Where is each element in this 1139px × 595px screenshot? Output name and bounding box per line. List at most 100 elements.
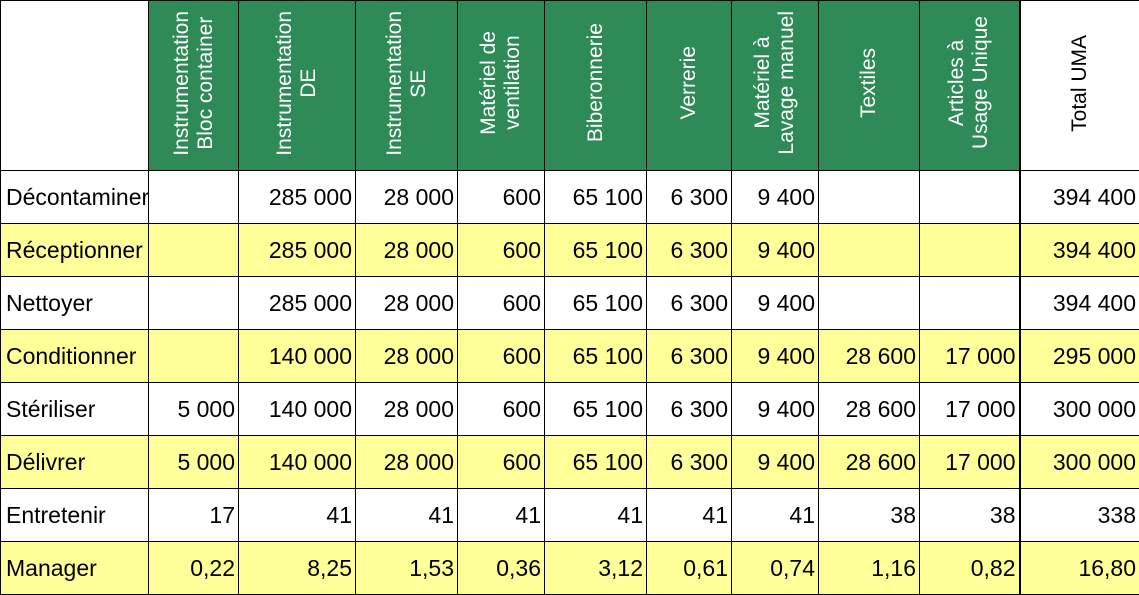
table-cell: 38 [920, 489, 1020, 542]
row-label: Nettoyer [1, 277, 149, 330]
table-cell: 285 000 [239, 277, 356, 330]
header-row: Instrumentation Bloc container Instrumen… [1, 1, 1139, 171]
table-cell: 1,16 [819, 542, 920, 595]
table-cell: 600 [458, 383, 545, 436]
table-cell: 9 400 [732, 224, 819, 277]
table-cell: 285 000 [239, 171, 356, 224]
table-cell: 65 100 [545, 171, 647, 224]
table-cell [920, 171, 1020, 224]
row-label: Entretenir [1, 489, 149, 542]
table-cell: 28 000 [356, 330, 458, 383]
table-cell: 17 [149, 489, 239, 542]
table-cell: 9 400 [732, 383, 819, 436]
table-cell: 140 000 [239, 436, 356, 489]
table-cell: 0,74 [732, 542, 819, 595]
table-cell [149, 277, 239, 330]
table-cell: 65 100 [545, 330, 647, 383]
table-cell [920, 224, 1020, 277]
table-cell: 0,82 [920, 542, 1020, 595]
table-cell: 28 000 [356, 383, 458, 436]
table-cell: 65 100 [545, 436, 647, 489]
table-cell [819, 171, 920, 224]
table-cell [819, 277, 920, 330]
table-cell [819, 224, 920, 277]
table-cell: 6 300 [647, 171, 732, 224]
table-cell: 6 300 [647, 277, 732, 330]
table-cell: 17 000 [920, 436, 1020, 489]
table-cell: 9 400 [732, 277, 819, 330]
table-cell: 41 [239, 489, 356, 542]
column-header: Matériel à Lavage manuel [732, 1, 819, 171]
column-header: Instrumentation DE [239, 1, 356, 171]
corner-cell [1, 1, 149, 171]
table-cell [149, 171, 239, 224]
row-label: Stériliser [1, 383, 149, 436]
total-cell: 295 000 [1020, 330, 1139, 383]
table-cell: 28 600 [819, 383, 920, 436]
total-column-header: Total UMA [1020, 1, 1139, 171]
table-cell: 0,22 [149, 542, 239, 595]
table-cell: 600 [458, 171, 545, 224]
table-cell: 41 [647, 489, 732, 542]
table-cell: 28 000 [356, 277, 458, 330]
table-cell: 41 [356, 489, 458, 542]
table-cell: 17 000 [920, 330, 1020, 383]
row-label: Décontaminer [1, 171, 149, 224]
table-cell: 38 [819, 489, 920, 542]
table-cell: 28 600 [819, 330, 920, 383]
column-header: Instrumentation Bloc container [149, 1, 239, 171]
table-cell: 5 000 [149, 383, 239, 436]
table-cell: 285 000 [239, 224, 356, 277]
table-cell: 600 [458, 330, 545, 383]
total-cell: 300 000 [1020, 436, 1139, 489]
table-cell: 5 000 [149, 436, 239, 489]
table-cell [920, 277, 1020, 330]
column-header: Biberonnerie [545, 1, 647, 171]
table-cell [149, 330, 239, 383]
table-cell: 9 400 [732, 330, 819, 383]
column-header: Textiles [819, 1, 920, 171]
table-cell: 3,12 [545, 542, 647, 595]
table-cell: 41 [458, 489, 545, 542]
row-label: Réceptionner [1, 224, 149, 277]
row-label: Conditionner [1, 330, 149, 383]
table-cell: 0,61 [647, 542, 732, 595]
row-label: Délivrer [1, 436, 149, 489]
table-cell: 6 300 [647, 383, 732, 436]
table-cell: 9 400 [732, 171, 819, 224]
column-header: Instrumentation SE [356, 1, 458, 171]
column-header: Matériel de ventilation [458, 1, 545, 171]
table-cell: 6 300 [647, 224, 732, 277]
table-cell: 65 100 [545, 277, 647, 330]
column-header: Verrerie [647, 1, 732, 171]
row-label: Manager [1, 542, 149, 595]
table-cell: 28 000 [356, 224, 458, 277]
table-cell: 600 [458, 277, 545, 330]
total-cell: 394 400 [1020, 277, 1139, 330]
table-cell: 65 100 [545, 224, 647, 277]
table-cell: 28 000 [356, 436, 458, 489]
column-header: Articles à Usage Unique [920, 1, 1020, 171]
table-cell: 1,53 [356, 542, 458, 595]
table-cell [149, 224, 239, 277]
table-cell: 28 600 [819, 436, 920, 489]
table-cell: 600 [458, 224, 545, 277]
table-cell: 28 000 [356, 171, 458, 224]
total-cell: 300 000 [1020, 383, 1139, 436]
table-cell: 140 000 [239, 383, 356, 436]
table-cell: 6 300 [647, 330, 732, 383]
table-cell: 6 300 [647, 436, 732, 489]
table-cell: 65 100 [545, 383, 647, 436]
table-cell: 8,25 [239, 542, 356, 595]
table-cell: 17 000 [920, 383, 1020, 436]
total-cell: 16,80 [1020, 542, 1139, 595]
table-cell: 41 [732, 489, 819, 542]
